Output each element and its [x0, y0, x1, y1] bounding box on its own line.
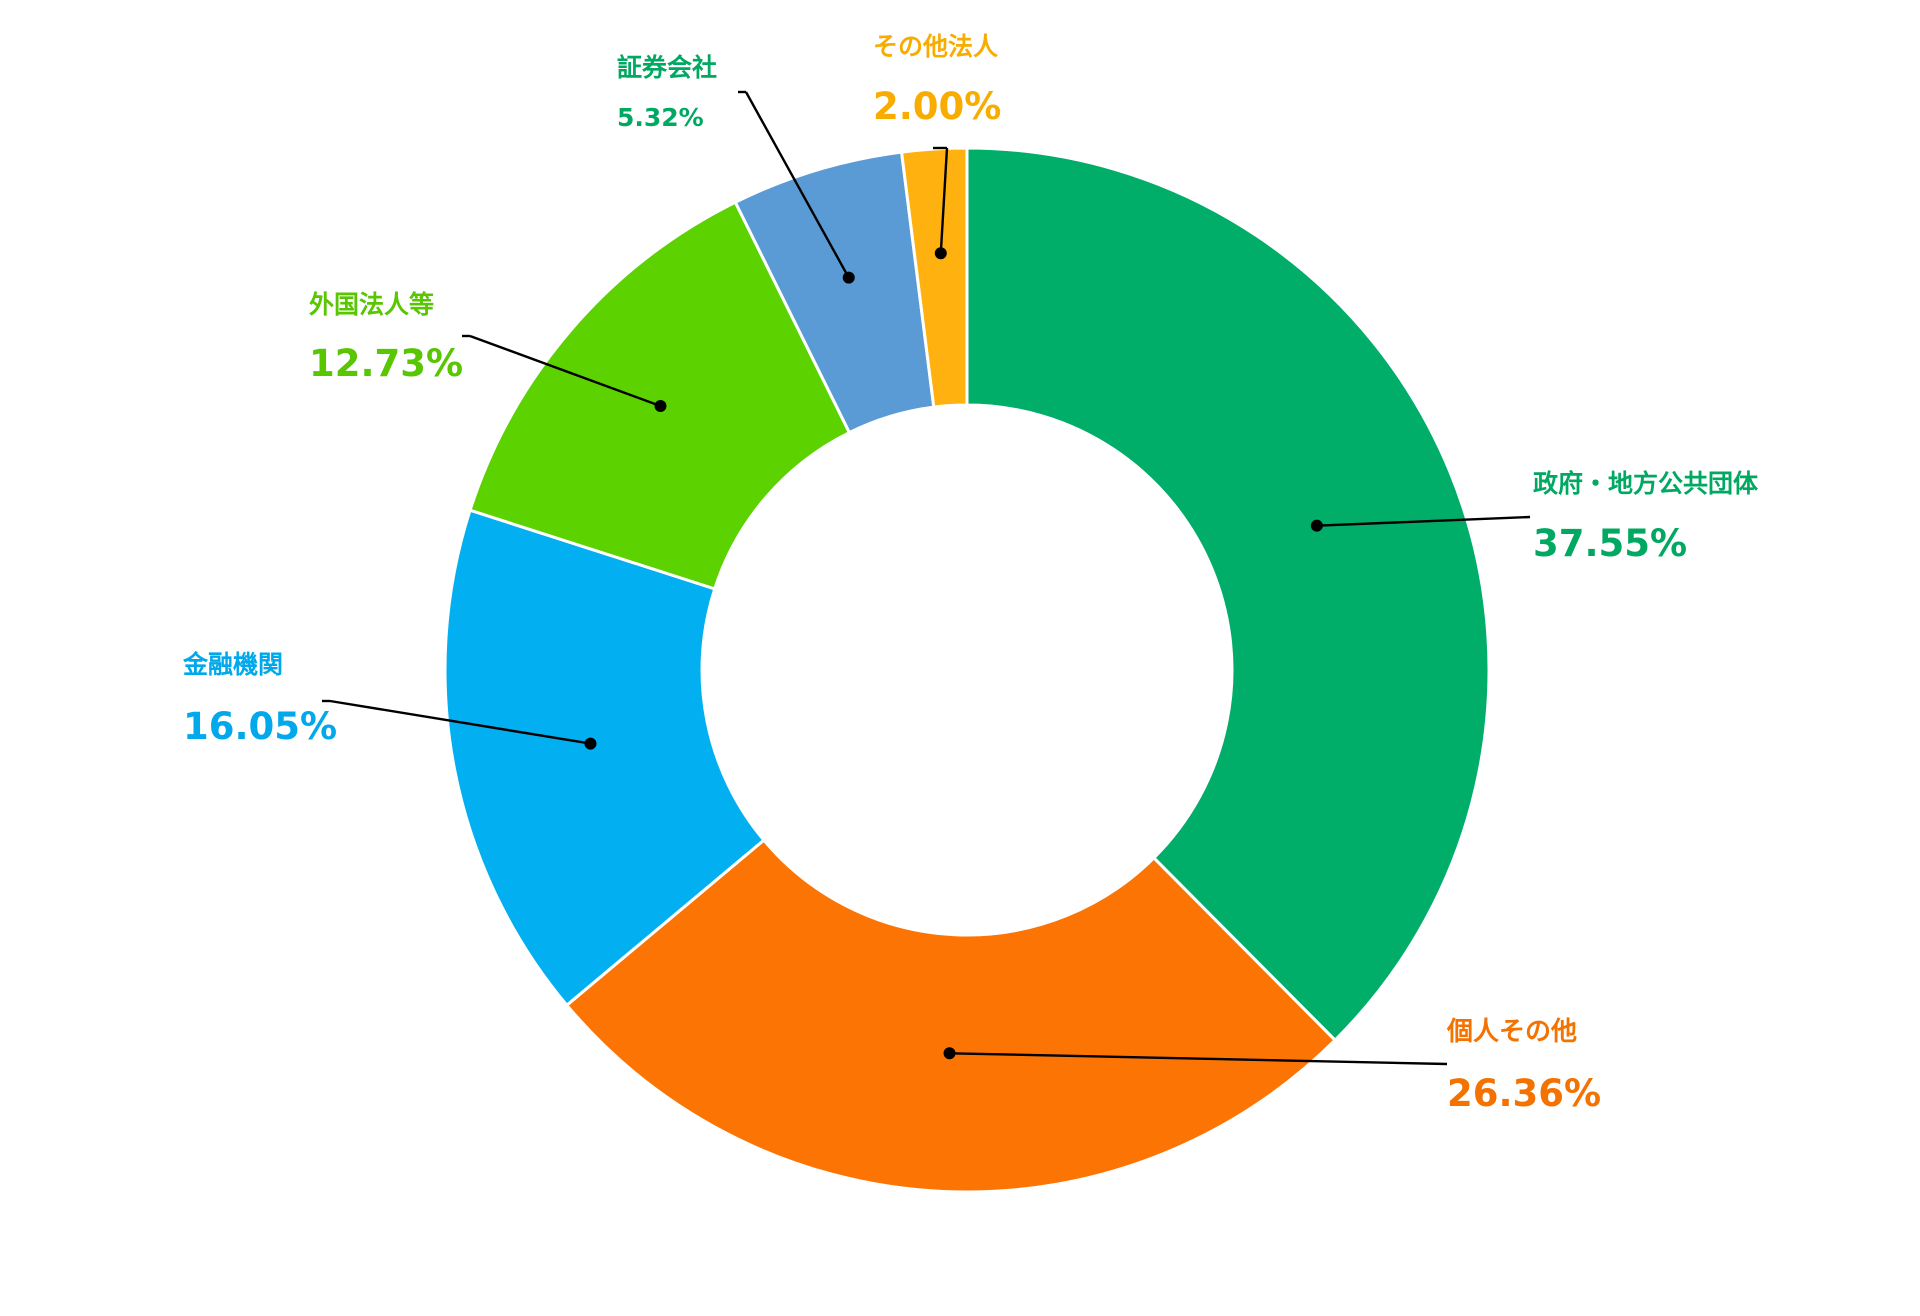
leader-line [329, 699, 591, 745]
leader-line [1316, 515, 1531, 527]
leader-dot [943, 1047, 956, 1060]
slice-value-label: 16.05% [183, 705, 337, 748]
slice-value-label: 37.55% [1533, 522, 1687, 565]
leader-line [949, 1052, 1448, 1066]
leader-line [939, 147, 949, 254]
leader-dot [842, 271, 855, 284]
donut-slice [468, 200, 852, 591]
donut-slice [564, 838, 1338, 1194]
slice-label: 外国法人等 [309, 290, 434, 319]
slice-label: 個人その他 [1446, 1017, 1577, 1047]
slice-label: 政府・地方公共団体 [1533, 469, 1759, 498]
leader-dot [584, 737, 597, 750]
slices-layer [443, 146, 1491, 1194]
leader-dot [654, 399, 667, 412]
slice-label: 金融機関 [182, 650, 283, 679]
donut-slice [965, 146, 1491, 1043]
leader-dot [1310, 519, 1323, 532]
leader-line [744, 91, 850, 279]
slice-label: 証券会社 [617, 53, 717, 82]
donut-slice [443, 508, 766, 1008]
slice-value-label: 2.00% [873, 85, 1001, 128]
leader-line [469, 334, 661, 408]
slice-label: その他法人 [873, 32, 998, 61]
leader-dot [934, 247, 947, 260]
slice-value-label: 12.73% [309, 342, 463, 385]
slice-value-label: 26.36% [1447, 1072, 1601, 1115]
donut-slice [899, 146, 969, 409]
leader-lines-layer [322, 90, 1531, 1066]
labels-layer: 政府・地方公共団体 37.55% 個人その他 26.36% 金融機関 16.05% 外国法人… [182, 32, 1759, 1115]
slice-value-label: 5.32% [617, 103, 704, 132]
